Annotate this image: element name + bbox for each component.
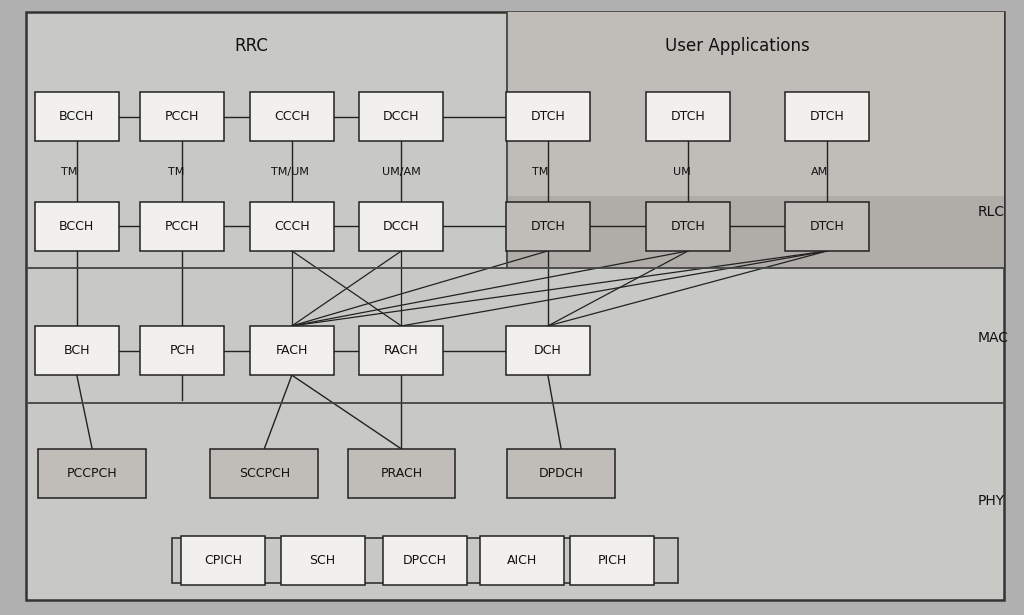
FancyBboxPatch shape (506, 326, 590, 375)
Text: DCCH: DCCH (383, 110, 420, 124)
Text: PRACH: PRACH (380, 467, 423, 480)
FancyBboxPatch shape (359, 326, 443, 375)
FancyBboxPatch shape (39, 449, 145, 498)
Text: DPCCH: DPCCH (403, 554, 446, 568)
Text: SCCPCH: SCCPCH (239, 467, 290, 480)
FancyBboxPatch shape (507, 196, 1004, 268)
Text: DTCH: DTCH (671, 110, 706, 124)
Text: TM: TM (532, 167, 549, 177)
Text: CCCH: CCCH (274, 110, 309, 124)
Text: DTCH: DTCH (530, 110, 565, 124)
FancyBboxPatch shape (507, 12, 1004, 268)
FancyBboxPatch shape (359, 202, 443, 251)
Text: PHY: PHY (978, 494, 1005, 508)
Text: MAC: MAC (978, 331, 1009, 345)
FancyBboxPatch shape (506, 92, 590, 141)
Text: TM: TM (61, 167, 78, 177)
Text: DTCH: DTCH (530, 220, 565, 233)
FancyBboxPatch shape (181, 536, 265, 585)
Text: DTCH: DTCH (810, 110, 845, 124)
Text: RACH: RACH (384, 344, 419, 357)
FancyBboxPatch shape (250, 202, 334, 251)
Text: PCCPCH: PCCPCH (67, 467, 118, 480)
FancyBboxPatch shape (250, 92, 334, 141)
Text: SCH: SCH (309, 554, 336, 568)
FancyBboxPatch shape (785, 92, 869, 141)
FancyBboxPatch shape (172, 538, 678, 583)
FancyBboxPatch shape (508, 449, 614, 498)
FancyBboxPatch shape (646, 202, 730, 251)
FancyBboxPatch shape (359, 92, 443, 141)
Text: DTCH: DTCH (671, 220, 706, 233)
Text: PICH: PICH (598, 554, 627, 568)
Text: UM: UM (673, 167, 691, 177)
Text: TM: TM (168, 167, 184, 177)
Text: AICH: AICH (507, 554, 538, 568)
Text: RLC: RLC (978, 205, 1005, 219)
Text: CCCH: CCCH (274, 220, 309, 233)
FancyBboxPatch shape (26, 12, 1004, 600)
FancyBboxPatch shape (281, 536, 365, 585)
Text: RRC: RRC (233, 37, 268, 55)
FancyBboxPatch shape (35, 326, 119, 375)
Text: BCCH: BCCH (59, 110, 94, 124)
Text: PCCH: PCCH (165, 220, 200, 233)
Text: DCH: DCH (534, 344, 562, 357)
FancyBboxPatch shape (480, 536, 564, 585)
Text: AM: AM (811, 167, 827, 177)
FancyBboxPatch shape (250, 326, 334, 375)
FancyBboxPatch shape (140, 202, 224, 251)
Text: FACH: FACH (275, 344, 308, 357)
FancyBboxPatch shape (140, 326, 224, 375)
Text: CPICH: CPICH (204, 554, 243, 568)
FancyBboxPatch shape (140, 92, 224, 141)
FancyBboxPatch shape (211, 449, 317, 498)
Text: TM/UM: TM/UM (271, 167, 308, 177)
FancyBboxPatch shape (383, 536, 467, 585)
FancyBboxPatch shape (35, 92, 119, 141)
Text: UM/AM: UM/AM (382, 167, 421, 177)
FancyBboxPatch shape (35, 202, 119, 251)
FancyBboxPatch shape (646, 92, 730, 141)
FancyBboxPatch shape (348, 449, 455, 498)
Text: User Applications: User Applications (665, 37, 810, 55)
FancyBboxPatch shape (570, 536, 654, 585)
Text: DCCH: DCCH (383, 220, 420, 233)
Text: DPDCH: DPDCH (539, 467, 584, 480)
Text: BCCH: BCCH (59, 220, 94, 233)
FancyBboxPatch shape (785, 202, 869, 251)
FancyBboxPatch shape (506, 202, 590, 251)
Text: BCH: BCH (63, 344, 90, 357)
Text: DTCH: DTCH (810, 220, 845, 233)
Text: PCH: PCH (169, 344, 196, 357)
Text: PCCH: PCCH (165, 110, 200, 124)
